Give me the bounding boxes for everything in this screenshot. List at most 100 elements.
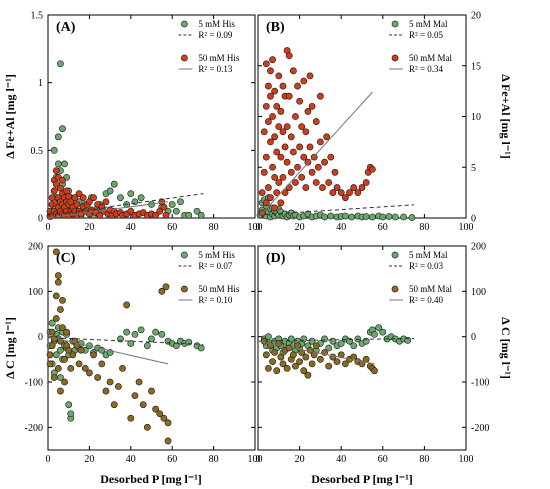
data-point bbox=[156, 410, 164, 418]
legend-r2: R² = 0.07 bbox=[198, 261, 233, 271]
data-point bbox=[302, 128, 310, 136]
data-point bbox=[325, 344, 333, 352]
data-point bbox=[400, 213, 407, 221]
data-point bbox=[123, 301, 131, 309]
data-point bbox=[289, 351, 297, 359]
x-tick-label: 100 bbox=[248, 222, 263, 233]
data-point bbox=[271, 349, 279, 356]
data-point bbox=[292, 113, 299, 120]
data-point bbox=[148, 387, 155, 395]
data-point bbox=[304, 108, 312, 115]
data-point bbox=[90, 351, 97, 359]
legend-marker bbox=[181, 285, 188, 293]
data-point bbox=[277, 353, 285, 361]
legend-marker bbox=[181, 54, 188, 62]
panel-label: (B) bbox=[266, 20, 285, 35]
data-point bbox=[59, 296, 66, 304]
data-point bbox=[71, 194, 79, 202]
data-point bbox=[341, 360, 349, 368]
x-tick-label: 0 bbox=[256, 454, 261, 465]
x-tick-label: 0 bbox=[46, 454, 51, 465]
data-point bbox=[172, 342, 180, 350]
data-point bbox=[289, 148, 297, 156]
y-tick-label: 0 bbox=[471, 332, 476, 343]
data-point bbox=[110, 180, 118, 188]
data-point bbox=[61, 355, 68, 363]
x-tick-label: 0 bbox=[46, 222, 51, 233]
legend-marker bbox=[181, 20, 188, 28]
legend-r2: R² = 0.13 bbox=[198, 64, 233, 74]
data-point bbox=[46, 351, 54, 359]
data-point bbox=[337, 340, 345, 347]
data-point bbox=[137, 194, 145, 202]
data-point bbox=[308, 360, 316, 368]
data-point bbox=[135, 378, 143, 386]
data-point bbox=[362, 179, 370, 186]
data-point bbox=[106, 187, 114, 195]
data-point bbox=[306, 72, 314, 80]
data-point bbox=[279, 128, 287, 136]
y-axis-title: Δ Fe+Al [mg l⁻¹] bbox=[3, 74, 17, 159]
data-point bbox=[57, 346, 64, 354]
data-point bbox=[269, 56, 276, 64]
data-point bbox=[271, 87, 279, 95]
data-point bbox=[273, 148, 281, 156]
data-point bbox=[260, 128, 268, 136]
y-tick-label: 0 bbox=[471, 214, 476, 225]
data-point bbox=[279, 173, 287, 181]
data-point bbox=[143, 342, 151, 350]
data-point bbox=[131, 330, 139, 338]
data-point bbox=[341, 194, 349, 202]
data-point bbox=[65, 401, 73, 409]
plot-frame bbox=[47, 14, 256, 219]
legend-series-name: 5 mM Mal bbox=[409, 250, 448, 260]
data-point bbox=[110, 401, 118, 409]
data-point bbox=[54, 278, 62, 286]
data-point bbox=[63, 328, 71, 336]
data-point bbox=[152, 328, 160, 336]
data-point bbox=[285, 52, 293, 59]
data-point bbox=[54, 364, 62, 372]
data-point bbox=[94, 374, 102, 381]
data-point bbox=[59, 324, 66, 331]
x-tick-label: 0 bbox=[256, 222, 261, 233]
legend-series-name: 5 mM His bbox=[198, 19, 235, 29]
regression-line bbox=[47, 336, 169, 365]
data-point bbox=[148, 335, 155, 343]
data-point bbox=[385, 213, 393, 220]
legend-marker bbox=[391, 251, 399, 259]
data-point bbox=[119, 364, 126, 372]
legend-r2: R² = 0.34 bbox=[409, 64, 444, 74]
data-point bbox=[57, 60, 64, 68]
data-point bbox=[102, 387, 110, 395]
data-point bbox=[296, 358, 303, 365]
data-point bbox=[52, 180, 60, 188]
y-tick-label: 1 bbox=[38, 78, 43, 89]
x-tick-label: 80 bbox=[209, 222, 219, 233]
panel-label: (C) bbox=[56, 251, 76, 266]
data-point bbox=[368, 165, 376, 173]
data-point bbox=[371, 330, 378, 338]
data-point bbox=[61, 160, 68, 168]
data-point bbox=[143, 423, 151, 431]
data-point bbox=[327, 153, 335, 161]
data-point bbox=[46, 360, 54, 368]
y-tick-label: 100 bbox=[28, 287, 43, 298]
x-axis-title-right: Desorbed P [mg l⁻¹] bbox=[311, 472, 413, 486]
data-point bbox=[127, 340, 135, 347]
data-point bbox=[296, 97, 303, 105]
data-point bbox=[57, 306, 64, 313]
data-point bbox=[321, 213, 328, 221]
data-point bbox=[86, 369, 93, 377]
data-point bbox=[298, 173, 306, 181]
y-tick-label: 200 bbox=[471, 242, 486, 253]
data-point bbox=[197, 344, 205, 352]
data-point bbox=[292, 362, 299, 370]
data-point bbox=[273, 367, 281, 375]
y-tick-label: 0.5 bbox=[31, 146, 44, 157]
data-point bbox=[314, 163, 322, 171]
data-point bbox=[185, 211, 193, 219]
data-point bbox=[197, 211, 205, 219]
x-tick-label: 60 bbox=[378, 222, 388, 233]
